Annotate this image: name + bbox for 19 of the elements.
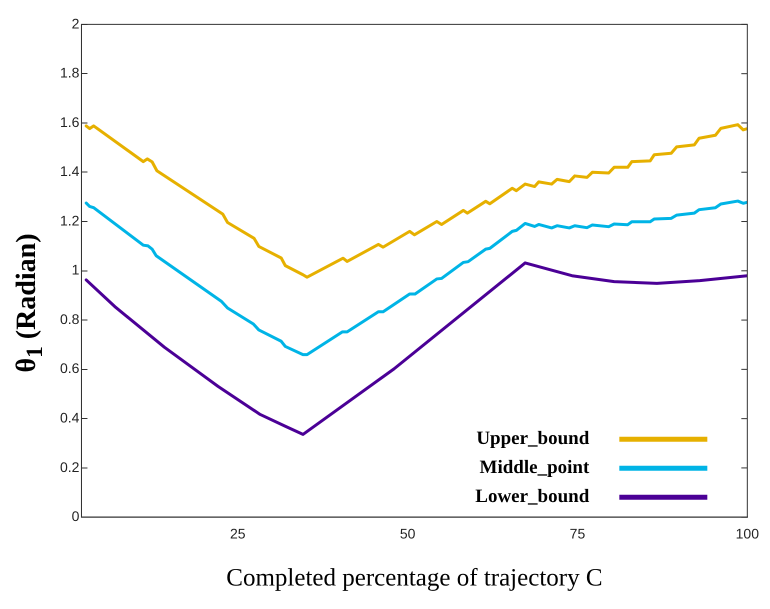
y-tick-label: 0.6 (60, 360, 80, 376)
x-tick-label: 25 (230, 525, 246, 542)
x-axis-title: Completed percentage of trajectory C (226, 564, 603, 592)
y-tick-label: 0 (72, 508, 80, 524)
y-tick-label: 1.8 (60, 64, 80, 81)
y-tick-label: 1.2 (60, 212, 80, 228)
y-tick-label: 1.6 (60, 114, 80, 130)
y-tick-label: 0.8 (60, 310, 80, 327)
y-tick-label: 0.2 (60, 458, 80, 475)
y-tick-label: 1.4 (60, 163, 80, 180)
x-tick-label: 50 (400, 525, 416, 542)
y-tick-label: 2 (72, 15, 80, 32)
legend-label: Lower_bound (475, 486, 590, 508)
y-tick-label: 0.4 (60, 410, 80, 426)
legend-label: Upper_bound (476, 428, 590, 450)
x-tick-label: 75 (570, 525, 586, 542)
y-tick-label: 1 (72, 262, 80, 278)
legend-label: Middle_point (480, 457, 590, 478)
x-tick-label: 100 (736, 525, 760, 542)
